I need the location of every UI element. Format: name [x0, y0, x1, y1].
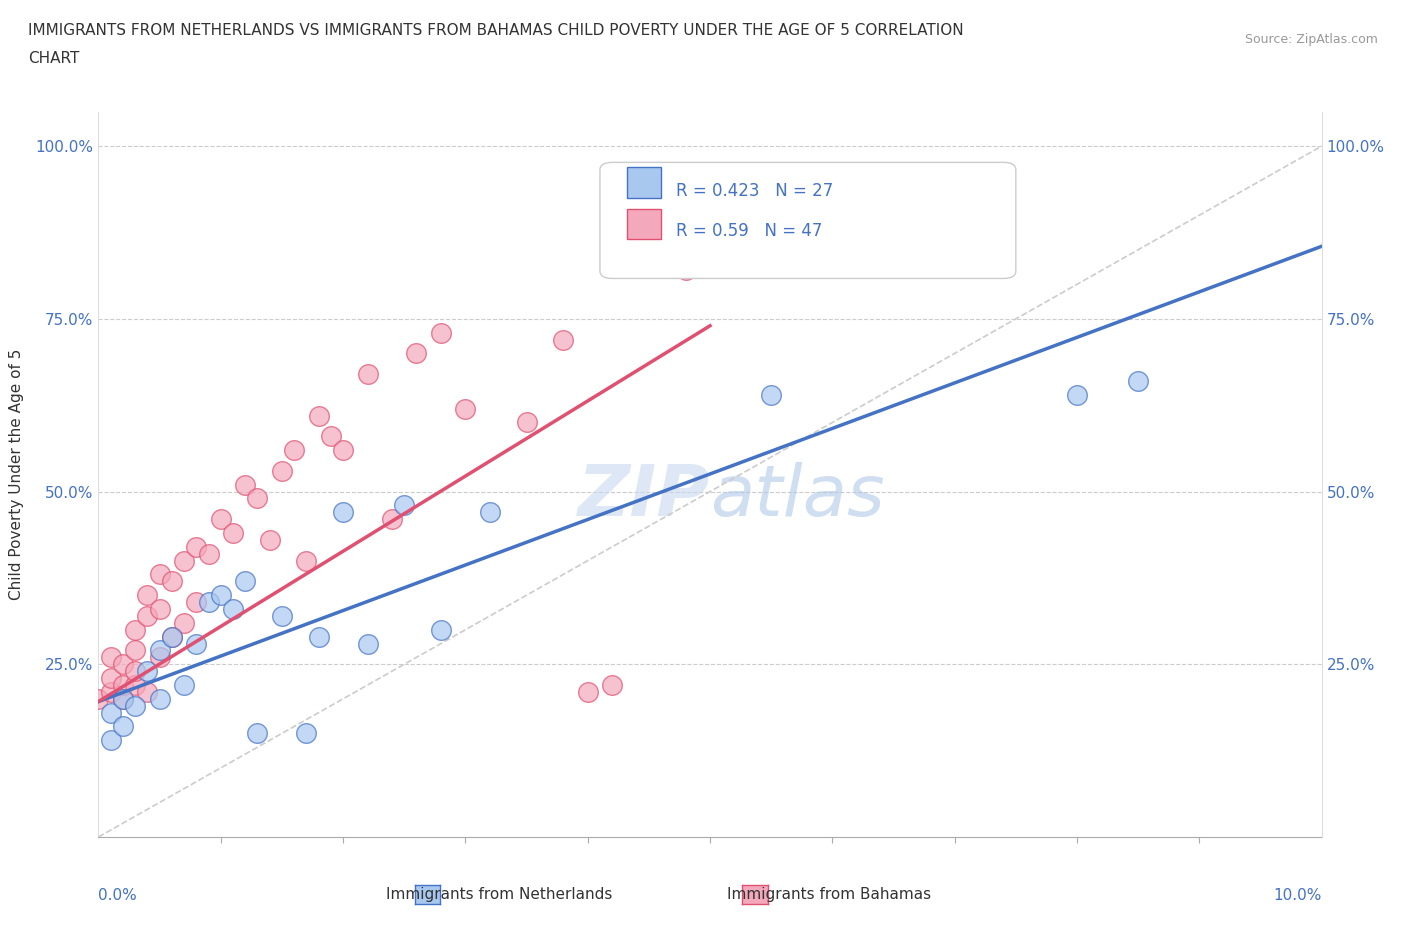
- Text: CHART: CHART: [28, 51, 80, 66]
- Point: [100, 650, 122, 665]
- Point: [308, 630, 330, 644]
- Point: [124, 698, 146, 713]
- Point: [222, 602, 245, 617]
- Text: atlas: atlas: [710, 461, 884, 530]
- Point: [356, 636, 378, 651]
- Point: [209, 512, 232, 526]
- Point: [356, 366, 378, 381]
- Y-axis label: Child Poverty Under the Age of 5: Child Poverty Under the Age of 5: [10, 349, 24, 600]
- Point: [124, 643, 146, 658]
- Point: [149, 602, 172, 617]
- Point: [136, 684, 159, 699]
- Text: Immigrants from Bahamas: Immigrants from Bahamas: [727, 887, 932, 902]
- Point: [1066, 388, 1088, 403]
- Point: [136, 664, 159, 679]
- Point: [160, 630, 183, 644]
- Point: [233, 477, 256, 492]
- Point: [186, 636, 208, 651]
- Point: [283, 443, 305, 458]
- Point: [454, 401, 477, 416]
- Text: 0.0%: 0.0%: [98, 888, 138, 903]
- Point: [197, 594, 219, 609]
- Text: 10.0%: 10.0%: [1274, 888, 1322, 903]
- Point: [136, 588, 159, 603]
- Text: Source: ZipAtlas.com: Source: ZipAtlas.com: [1244, 33, 1378, 46]
- Point: [173, 678, 195, 693]
- FancyBboxPatch shape: [600, 163, 1015, 278]
- Point: [149, 643, 172, 658]
- Point: [111, 719, 134, 734]
- Point: [295, 726, 318, 741]
- Point: [430, 622, 453, 637]
- FancyBboxPatch shape: [627, 209, 661, 239]
- Point: [675, 263, 697, 278]
- Point: [295, 553, 318, 568]
- Point: [100, 733, 122, 748]
- Point: [759, 388, 782, 403]
- Text: Immigrants from Netherlands: Immigrants from Netherlands: [385, 887, 613, 902]
- Point: [308, 408, 330, 423]
- Point: [149, 650, 172, 665]
- Point: [821, 249, 844, 264]
- Point: [124, 622, 146, 637]
- Point: [160, 574, 183, 589]
- Text: ZIP: ZIP: [578, 461, 710, 530]
- Point: [319, 429, 342, 444]
- Text: R = 0.423   N = 27: R = 0.423 N = 27: [676, 182, 832, 200]
- Point: [111, 657, 134, 671]
- Point: [173, 616, 195, 631]
- Point: [246, 491, 269, 506]
- Point: [478, 505, 501, 520]
- Point: [149, 567, 172, 582]
- Text: R = 0.59   N = 47: R = 0.59 N = 47: [676, 222, 823, 240]
- Point: [246, 726, 269, 741]
- Point: [186, 594, 208, 609]
- Point: [553, 332, 575, 347]
- Point: [100, 705, 122, 720]
- Point: [723, 249, 745, 264]
- Point: [516, 415, 538, 430]
- Point: [600, 678, 623, 693]
- Point: [173, 553, 195, 568]
- Point: [87, 691, 110, 706]
- Point: [149, 691, 172, 706]
- Point: [233, 574, 256, 589]
- Point: [270, 608, 292, 623]
- Point: [100, 684, 122, 699]
- Point: [430, 326, 453, 340]
- Point: [1128, 374, 1150, 389]
- Point: [124, 664, 146, 679]
- Point: [332, 443, 354, 458]
- Point: [160, 630, 183, 644]
- FancyBboxPatch shape: [627, 167, 661, 198]
- Point: [405, 346, 427, 361]
- Point: [270, 463, 292, 478]
- Point: [111, 691, 134, 706]
- Point: [186, 539, 208, 554]
- Point: [124, 678, 146, 693]
- Point: [111, 691, 134, 706]
- Point: [576, 684, 599, 699]
- Point: [392, 498, 416, 512]
- Point: [136, 608, 159, 623]
- Point: [100, 671, 122, 685]
- Point: [381, 512, 404, 526]
- Text: IMMIGRANTS FROM NETHERLANDS VS IMMIGRANTS FROM BAHAMAS CHILD POVERTY UNDER THE A: IMMIGRANTS FROM NETHERLANDS VS IMMIGRANT…: [28, 23, 963, 38]
- Point: [197, 546, 219, 561]
- Point: [259, 533, 281, 548]
- Point: [209, 588, 232, 603]
- Point: [222, 525, 245, 540]
- Point: [111, 678, 134, 693]
- Point: [332, 505, 354, 520]
